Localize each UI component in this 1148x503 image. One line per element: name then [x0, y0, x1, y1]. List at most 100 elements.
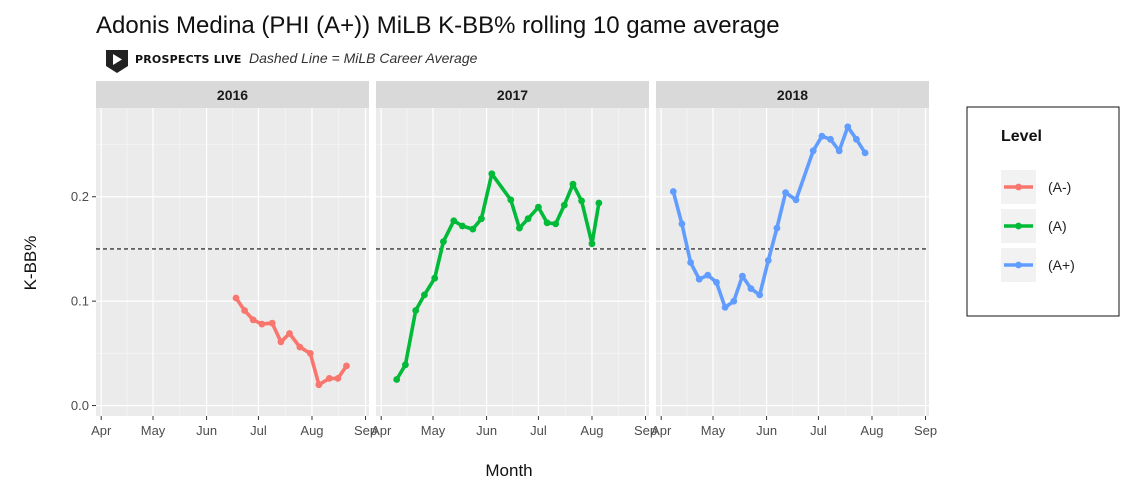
data-point [478, 215, 485, 223]
data-point [560, 201, 568, 209]
data-point [764, 257, 772, 264]
data-point [277, 338, 285, 346]
data-point [569, 180, 577, 188]
data-point [258, 320, 266, 328]
facet-panels: 2016 Apr May Jun Jul Aug Sep 0.0 0.1 0.2 2017 Apr Ma… [71, 81, 937, 438]
data-point [773, 224, 781, 232]
data-point [286, 330, 293, 337]
data-point [844, 123, 852, 131]
brand-name: PROSPECTS LIVE [135, 53, 242, 66]
legend-key-point [1015, 183, 1022, 191]
data-point [782, 189, 789, 197]
facet-strip-label: 2018 [777, 87, 808, 103]
data-point [578, 197, 585, 205]
x-tick-label: Jun [196, 423, 217, 438]
data-point [249, 316, 257, 324]
data-point [739, 272, 746, 280]
x-axis-title: Month [485, 461, 532, 480]
legend-item: (A) [1001, 209, 1067, 243]
facet-strip-label: 2017 [497, 87, 528, 103]
y-tick-label: 0.1 [71, 294, 89, 309]
data-point [241, 307, 249, 314]
x-tick-label: Apr [371, 423, 392, 438]
legend-label: (A) [1048, 218, 1067, 234]
data-point [756, 291, 764, 299]
x-tick-label: Aug [580, 423, 603, 438]
data-point [431, 274, 439, 282]
data-point [343, 362, 350, 370]
chart-title: Adonis Medina (PHI (A+)) MiLB K-BB% roll… [96, 12, 780, 39]
data-point [459, 222, 466, 230]
data-point [595, 199, 603, 207]
data-point [296, 343, 304, 351]
series-line [671, 125, 867, 310]
data-point [402, 361, 409, 369]
x-tick-label: Jun [756, 423, 777, 438]
data-point [440, 238, 447, 246]
legend-label: (A-) [1048, 179, 1071, 195]
brand-logo: PROSPECTS LIVE [106, 50, 242, 73]
x-tick-label: Sep [354, 423, 377, 438]
facet-strip [376, 81, 649, 108]
x-tick-label: Aug [860, 423, 883, 438]
y-tick-label: 0.0 [71, 398, 89, 413]
x-tick-label: Jul [250, 423, 267, 438]
x-tick-label: Aug [300, 423, 323, 438]
x-tick-label: May [701, 423, 726, 438]
x-tick-label: Sep [634, 423, 657, 438]
chart-subtitle: Dashed Line = MiLB Career Average [249, 50, 478, 66]
data-point [861, 149, 869, 157]
data-point [232, 294, 240, 302]
legend-key-point [1015, 261, 1022, 269]
legend-key-point [1015, 222, 1022, 230]
data-point [669, 188, 677, 195]
x-tick-label: Jul [810, 423, 827, 438]
y-tick-label: 0.2 [71, 189, 89, 204]
legend-label: (A+) [1048, 257, 1075, 273]
data-point [315, 381, 323, 389]
data-point [535, 203, 542, 211]
data-point [543, 219, 551, 227]
data-point [268, 319, 276, 327]
data-point [818, 132, 826, 140]
data-point [713, 279, 720, 286]
x-tick-label: Sep [914, 423, 937, 438]
data-point [334, 375, 342, 382]
data-point [393, 376, 401, 383]
data-point [588, 240, 596, 248]
x-tick-label: May [421, 423, 446, 438]
data-point [747, 285, 755, 292]
series-line [394, 172, 601, 382]
data-point [306, 350, 314, 357]
data-point [704, 271, 712, 279]
facet-panel-2017: 2017 Apr May Jun Jul Aug Sep [371, 81, 657, 438]
x-tick-label: Apr [91, 423, 112, 438]
facet-panel-2018: 2018 Apr May Jun Jul Aug Sep [651, 81, 937, 438]
data-point [469, 225, 477, 233]
legend: Level (A-) (A) (A+) [966, 106, 1120, 317]
legend-box [966, 106, 1120, 317]
x-tick-label: May [141, 423, 166, 438]
data-point [552, 220, 560, 228]
data-point [507, 196, 515, 204]
legend-item: (A-) [1001, 170, 1071, 204]
legend-item: (A+) [1001, 248, 1075, 282]
facet-strip-label: 2016 [217, 87, 248, 103]
x-tick-label: Apr [651, 423, 672, 438]
data-point [678, 220, 686, 228]
data-point [721, 304, 729, 311]
x-tick-label: Jul [530, 423, 547, 438]
data-point [412, 307, 420, 314]
data-point [853, 135, 860, 143]
x-tick-label: Jun [476, 423, 497, 438]
y-axis-title: K-BB% [21, 236, 40, 291]
data-point [325, 375, 333, 382]
legend-title: Level [1001, 128, 1042, 145]
data-point [516, 224, 523, 232]
data-point [695, 275, 703, 283]
facet-panel-2016: 2016 Apr May Jun Jul Aug Sep 0.0 0.1 0.2 [71, 81, 377, 438]
data-point [835, 147, 843, 155]
data-point [827, 135, 834, 143]
facet-strip [656, 81, 929, 108]
